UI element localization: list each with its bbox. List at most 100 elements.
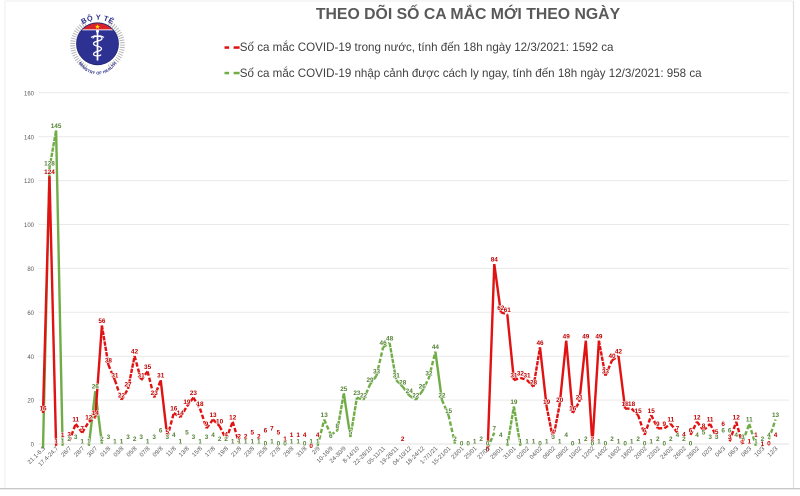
svg-text:22: 22 (412, 392, 420, 399)
svg-text:22: 22 (360, 392, 368, 399)
svg-text:2: 2 (401, 436, 405, 443)
svg-text:29: 29 (366, 377, 374, 384)
svg-text:4: 4 (767, 432, 771, 439)
svg-text:145: 145 (51, 123, 62, 130)
svg-text:1: 1 (257, 438, 261, 445)
svg-text:7: 7 (676, 425, 680, 432)
svg-text:0: 0 (277, 441, 281, 448)
svg-text:1: 1 (519, 438, 523, 445)
svg-text:2: 2 (591, 436, 595, 443)
svg-text:5: 5 (166, 429, 170, 436)
svg-text:31: 31 (523, 373, 531, 380)
svg-text:3: 3 (74, 434, 78, 441)
svg-text:12: 12 (693, 414, 701, 421)
svg-text:44: 44 (432, 344, 440, 351)
svg-text:1: 1 (290, 432, 294, 439)
svg-text:1: 1 (558, 438, 562, 445)
svg-text:11: 11 (707, 417, 714, 424)
svg-text:35: 35 (144, 364, 152, 371)
svg-text:46: 46 (380, 340, 388, 347)
svg-text:20: 20 (556, 397, 564, 404)
svg-text:2/9: 2/9 (311, 446, 322, 457)
svg-text:0: 0 (689, 441, 693, 448)
svg-text:1: 1 (754, 438, 758, 445)
svg-text:16: 16 (569, 406, 577, 413)
svg-text:6: 6 (643, 428, 647, 435)
svg-text:32: 32 (517, 371, 525, 378)
svg-text:1: 1 (309, 438, 313, 445)
svg-text:18: 18 (628, 401, 636, 408)
svg-text:4: 4 (676, 432, 680, 439)
svg-text:1: 1 (251, 438, 255, 445)
svg-text:31: 31 (510, 373, 518, 380)
svg-text:31: 31 (157, 373, 165, 380)
svg-text:1: 1 (237, 438, 241, 445)
svg-text:4: 4 (172, 432, 176, 439)
svg-text:Số ca mắc COVID-19 nhập cảnh đ: Số ca mắc COVID-19 nhập cảnh được cách l… (240, 67, 702, 80)
svg-text:1: 1 (283, 436, 287, 443)
svg-text:31: 31 (111, 373, 119, 380)
svg-text:20: 20 (27, 399, 34, 405)
svg-text:40: 40 (27, 355, 34, 361)
svg-text:11: 11 (746, 417, 753, 424)
svg-text:16: 16 (39, 406, 47, 413)
svg-text:120: 120 (24, 179, 35, 185)
svg-text:0: 0 (643, 441, 647, 448)
svg-text:6: 6 (329, 433, 333, 440)
svg-text:3: 3 (107, 434, 111, 441)
svg-text:19: 19 (510, 399, 518, 406)
svg-text:2: 2 (479, 436, 483, 443)
svg-text:1: 1 (525, 438, 529, 445)
svg-text:5: 5 (715, 429, 719, 436)
svg-text:1: 1 (630, 438, 634, 445)
svg-text:23: 23 (353, 390, 361, 397)
svg-text:6: 6 (264, 428, 268, 435)
svg-text:1: 1 (270, 438, 274, 445)
svg-text:56: 56 (98, 318, 106, 325)
svg-text:100: 100 (24, 223, 35, 229)
svg-text:33: 33 (373, 368, 381, 375)
svg-text:1: 1 (80, 438, 84, 445)
svg-text:0: 0 (264, 441, 268, 448)
svg-text:26: 26 (92, 384, 100, 391)
svg-text:4: 4 (734, 432, 738, 439)
svg-text:4: 4 (224, 431, 228, 438)
svg-text:26: 26 (419, 384, 427, 391)
svg-text:2: 2 (761, 436, 765, 443)
svg-text:3: 3 (741, 434, 745, 441)
svg-text:4: 4 (695, 432, 699, 439)
svg-text:2: 2 (584, 436, 588, 443)
svg-text:14: 14 (177, 410, 185, 417)
svg-text:0: 0 (309, 443, 313, 450)
svg-text:11: 11 (72, 417, 79, 424)
svg-text:3: 3 (139, 434, 143, 441)
svg-text:0: 0 (466, 441, 470, 448)
svg-text:1: 1 (617, 438, 621, 445)
svg-text:6: 6 (721, 428, 725, 435)
svg-text:2: 2 (133, 436, 137, 443)
svg-text:18: 18 (622, 401, 630, 408)
svg-text:Số ca mắc COVID-19 trong nước,: Số ca mắc COVID-19 trong nước, tính đến … (240, 41, 614, 54)
svg-text:1: 1 (231, 438, 235, 445)
svg-text:1: 1 (296, 438, 300, 445)
svg-text:5: 5 (349, 430, 353, 437)
svg-text:6: 6 (689, 428, 693, 435)
svg-text:7: 7 (80, 425, 84, 432)
svg-text:3: 3 (708, 434, 712, 441)
svg-text:0: 0 (604, 441, 608, 448)
svg-text:61: 61 (504, 307, 512, 314)
svg-text:2: 2 (100, 436, 104, 443)
svg-text:22: 22 (118, 392, 126, 399)
svg-text:4: 4 (774, 432, 778, 439)
svg-text:0: 0 (663, 441, 667, 448)
svg-text:3: 3 (205, 434, 209, 441)
svg-text:31: 31 (138, 373, 146, 380)
svg-text:7: 7 (493, 425, 497, 432)
svg-text:22: 22 (438, 392, 446, 399)
svg-text:5: 5 (185, 430, 189, 437)
svg-text:19: 19 (543, 399, 551, 406)
svg-text:0: 0 (283, 441, 287, 448)
svg-text:0: 0 (571, 441, 575, 448)
svg-text:49: 49 (595, 333, 603, 340)
svg-text:1: 1 (296, 432, 300, 439)
